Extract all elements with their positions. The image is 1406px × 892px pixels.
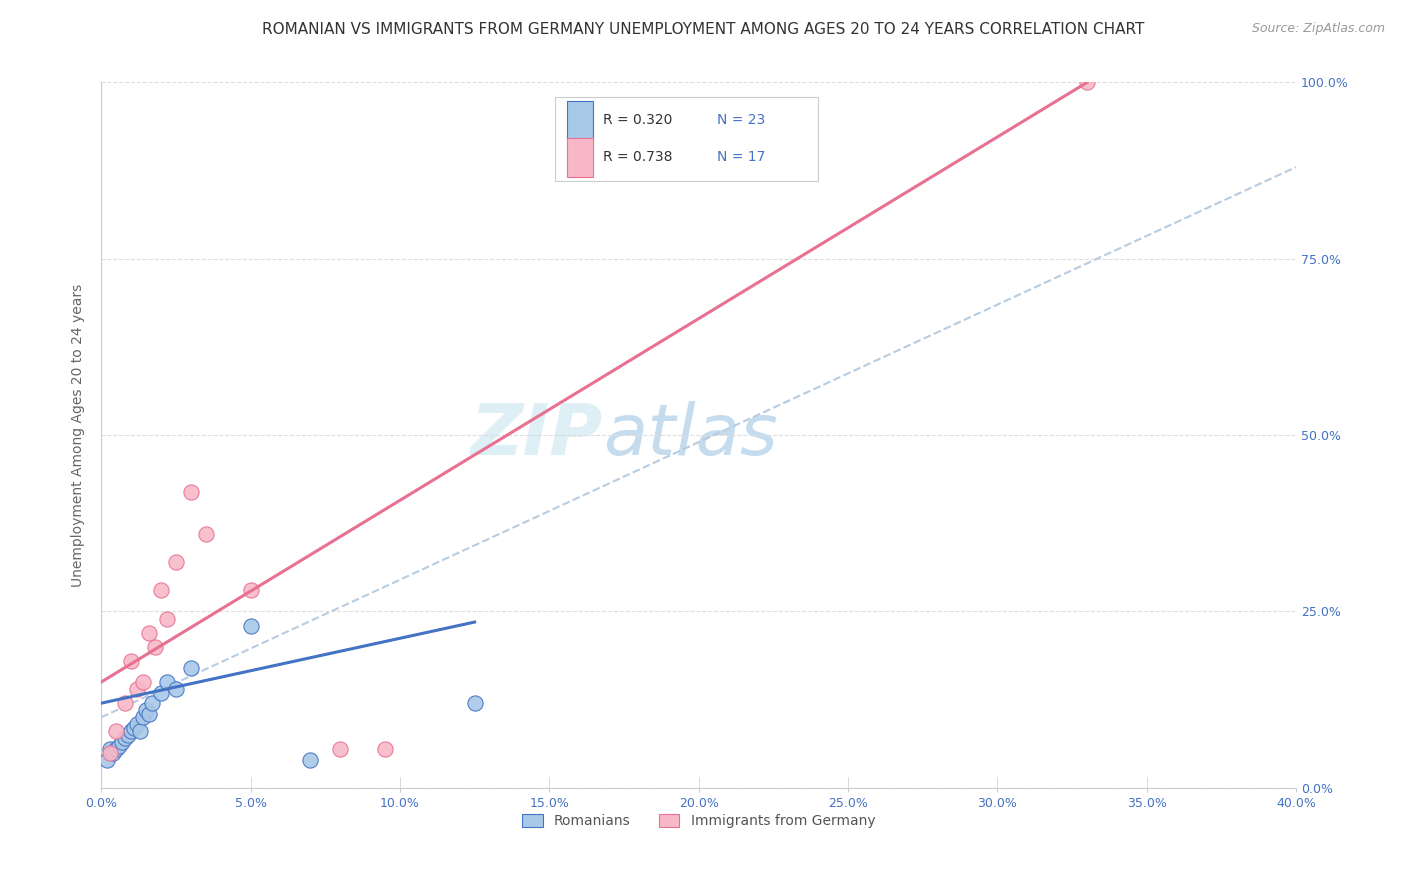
Point <box>464 696 486 710</box>
Point <box>108 739 131 753</box>
Point <box>143 640 166 654</box>
Bar <box>567 138 593 177</box>
Text: N = 17: N = 17 <box>717 151 765 164</box>
Text: ZIP: ZIP <box>471 401 603 469</box>
Text: atlas: atlas <box>603 401 778 469</box>
Point <box>129 724 152 739</box>
Point <box>165 555 187 569</box>
Point <box>374 742 396 756</box>
Point <box>165 682 187 697</box>
Point <box>1076 75 1098 89</box>
Y-axis label: Unemployment Among Ages 20 to 24 years: Unemployment Among Ages 20 to 24 years <box>72 284 86 587</box>
Point <box>132 675 155 690</box>
Point <box>135 703 157 717</box>
Point <box>194 527 217 541</box>
Point <box>138 625 160 640</box>
Point <box>132 710 155 724</box>
Point <box>98 746 121 760</box>
Point <box>122 721 145 735</box>
Point <box>105 742 128 756</box>
Text: N = 23: N = 23 <box>717 113 765 128</box>
Point <box>125 717 148 731</box>
Point <box>149 583 172 598</box>
Point <box>120 654 142 668</box>
Bar <box>567 101 593 140</box>
Point <box>180 661 202 675</box>
Point <box>117 728 139 742</box>
Point <box>98 742 121 756</box>
Point <box>141 696 163 710</box>
FancyBboxPatch shape <box>555 96 818 181</box>
Point <box>299 753 322 767</box>
Point <box>180 484 202 499</box>
Point <box>138 706 160 721</box>
Point <box>329 742 352 756</box>
Point <box>114 696 136 710</box>
Point <box>101 746 124 760</box>
Point <box>125 682 148 697</box>
Point <box>156 611 179 625</box>
Point <box>156 675 179 690</box>
Point <box>120 724 142 739</box>
Point <box>239 583 262 598</box>
Point <box>149 685 172 699</box>
Point <box>114 731 136 746</box>
Point <box>105 724 128 739</box>
Text: R = 0.738: R = 0.738 <box>603 151 672 164</box>
Text: R = 0.320: R = 0.320 <box>603 113 672 128</box>
Point <box>111 735 134 749</box>
Text: Source: ZipAtlas.com: Source: ZipAtlas.com <box>1251 22 1385 36</box>
Legend: Romanians, Immigrants from Germany: Romanians, Immigrants from Germany <box>516 809 880 834</box>
Point <box>239 618 262 632</box>
Text: ROMANIAN VS IMMIGRANTS FROM GERMANY UNEMPLOYMENT AMONG AGES 20 TO 24 YEARS CORRE: ROMANIAN VS IMMIGRANTS FROM GERMANY UNEM… <box>262 22 1144 37</box>
Point <box>96 753 118 767</box>
